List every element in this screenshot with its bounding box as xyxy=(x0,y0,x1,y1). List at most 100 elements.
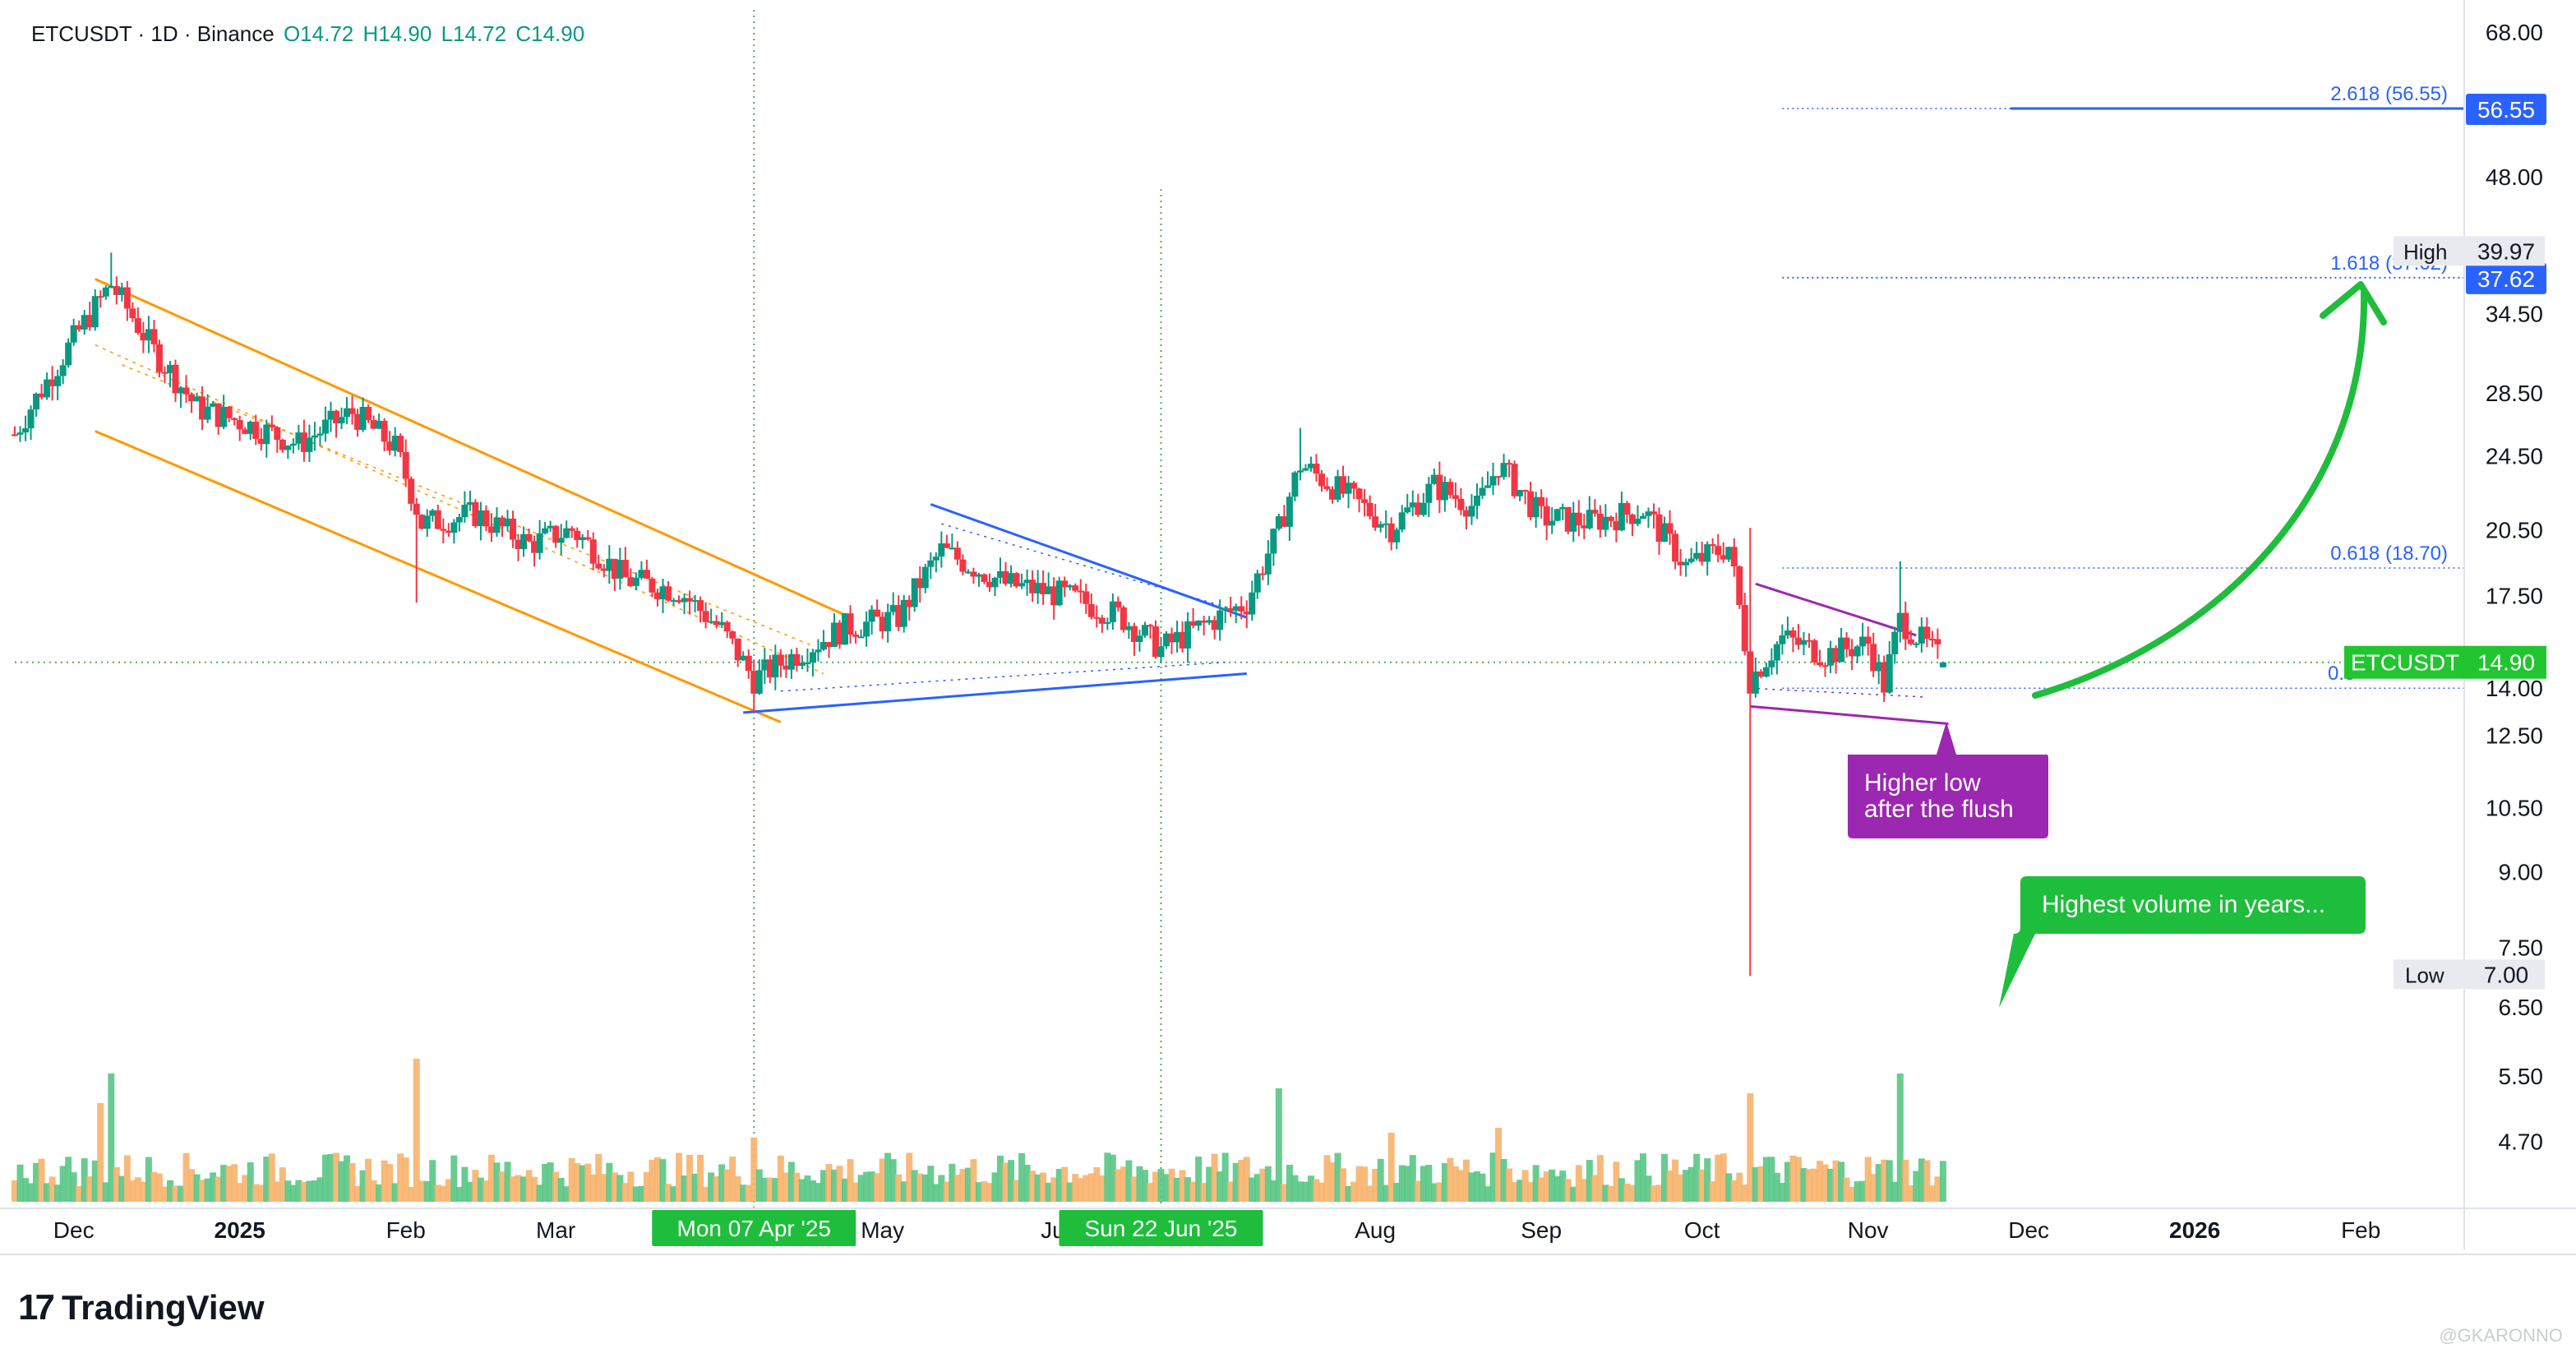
volume-bar xyxy=(1195,1157,1203,1202)
candle-body xyxy=(1506,463,1513,465)
volume-bar xyxy=(1452,1166,1459,1202)
volume-bar xyxy=(1141,1170,1148,1202)
volume-bar xyxy=(1672,1159,1679,1202)
volume-bar xyxy=(981,1181,988,1202)
volume-bar xyxy=(1425,1165,1433,1202)
candle-body xyxy=(804,662,811,664)
time-tick-label: Nov xyxy=(1848,1217,1889,1243)
volume-bar xyxy=(1881,1159,1888,1202)
candle-body xyxy=(836,622,843,645)
volume-bar xyxy=(1564,1179,1572,1202)
chart-header: ETCUSDT · 1D · Binance O14.72 H14.90 L14… xyxy=(31,21,584,47)
candle-body xyxy=(857,636,865,639)
candle-body xyxy=(1377,524,1384,528)
candle-body xyxy=(949,547,956,550)
drawings: 2.618 (56.55)1.618 (37.62)0.618 (18.70)0… xyxy=(95,83,2464,725)
candle-body xyxy=(718,621,726,626)
price-axis[interactable]: 68.00 48.00 34.50 28.50 24.50 20.50 17.50 14.00… xyxy=(2344,0,2546,1249)
candle-body xyxy=(150,329,158,344)
volume-bar xyxy=(455,1186,463,1202)
price-tick-label: 17.50 xyxy=(2486,583,2543,608)
volume-bar xyxy=(949,1163,956,1202)
candle-body xyxy=(584,537,592,540)
volume-bar xyxy=(1870,1174,1877,1202)
candle-body xyxy=(455,517,463,523)
candle-body xyxy=(365,406,372,421)
volume-bar xyxy=(1506,1168,1513,1202)
volume-bar xyxy=(884,1152,892,1202)
candle-body xyxy=(708,621,715,623)
candle-body xyxy=(1849,649,1856,657)
candle-body xyxy=(1029,580,1036,593)
candle-body xyxy=(1061,580,1069,588)
volume-bar xyxy=(65,1157,72,1202)
time-axis[interactable]: Dec2025FebMarMayJunAugSepOctNovDec2026Fe… xyxy=(0,1208,2576,1255)
candle-body xyxy=(900,599,907,627)
volume-bar xyxy=(1383,1184,1390,1202)
candle-body xyxy=(676,600,683,603)
candle-body xyxy=(863,621,870,637)
candle-body xyxy=(284,446,292,450)
candle-body xyxy=(552,525,560,543)
volume-bar xyxy=(1827,1168,1835,1202)
high-price-value: 39.97 xyxy=(2477,238,2535,264)
volume-bar xyxy=(81,1158,88,1202)
volume-bar xyxy=(338,1161,345,1202)
volume-bar xyxy=(831,1169,838,1202)
volume-bar xyxy=(1286,1164,1293,1202)
symbol-label[interactable]: ETCUSDT · 1D · Binance xyxy=(31,21,275,46)
candle-body xyxy=(91,296,99,328)
target-arrow-head xyxy=(2320,281,2387,326)
candle-body xyxy=(1174,631,1181,643)
volume-bar xyxy=(215,1176,222,1202)
candle-body xyxy=(1002,570,1009,584)
volume-bar xyxy=(1372,1168,1379,1202)
volume-bar xyxy=(402,1157,409,1202)
candle-body xyxy=(1195,620,1203,626)
volume-bar xyxy=(1683,1170,1690,1202)
volume-bar xyxy=(1698,1169,1706,1202)
volume-bar xyxy=(48,1176,56,1202)
candle-body xyxy=(520,533,528,549)
triangle-upper-line xyxy=(930,503,1248,619)
volume-bar xyxy=(199,1180,206,1202)
candle-body xyxy=(1870,644,1877,672)
volume-bar xyxy=(423,1180,431,1202)
volume-bar xyxy=(1302,1181,1309,1202)
volume-bar xyxy=(879,1158,886,1202)
candle-body xyxy=(761,659,769,671)
candle-body xyxy=(134,318,141,333)
candle-body xyxy=(927,560,935,567)
volume-bar xyxy=(1152,1171,1159,1202)
volume-bar xyxy=(895,1174,903,1202)
channel-line xyxy=(95,430,782,723)
time-tick-label: Feb xyxy=(2341,1217,2380,1243)
candle-body xyxy=(1886,654,1893,693)
candle-body xyxy=(1741,604,1748,652)
tradingview-logo-icon: 17 xyxy=(18,1287,55,1328)
candle-body xyxy=(842,613,849,645)
volume-bar xyxy=(1361,1166,1369,1202)
volume-bar xyxy=(1098,1175,1106,1202)
volume-bar xyxy=(1291,1175,1299,1202)
candle-body xyxy=(1832,648,1840,663)
volume-bar xyxy=(1538,1177,1545,1202)
volume-bar xyxy=(1377,1158,1384,1202)
candle-body xyxy=(1072,585,1079,591)
candle-body xyxy=(557,538,565,543)
tradingview-logo[interactable]: 17 TradingView xyxy=(18,1287,265,1328)
volume-bar xyxy=(659,1159,667,1202)
candle-body xyxy=(344,408,351,418)
volume-bar xyxy=(777,1155,784,1202)
volume-bar xyxy=(1779,1182,1786,1202)
volume-bar xyxy=(713,1175,720,1202)
volume-bar xyxy=(1602,1184,1609,1202)
volume-bar xyxy=(1462,1159,1470,1202)
volume-bar xyxy=(825,1164,833,1202)
volume-bar xyxy=(766,1177,773,1202)
candle-body xyxy=(766,659,773,678)
volume-bar xyxy=(681,1175,688,1202)
candle-body xyxy=(1329,489,1336,500)
candle-body xyxy=(102,287,109,297)
